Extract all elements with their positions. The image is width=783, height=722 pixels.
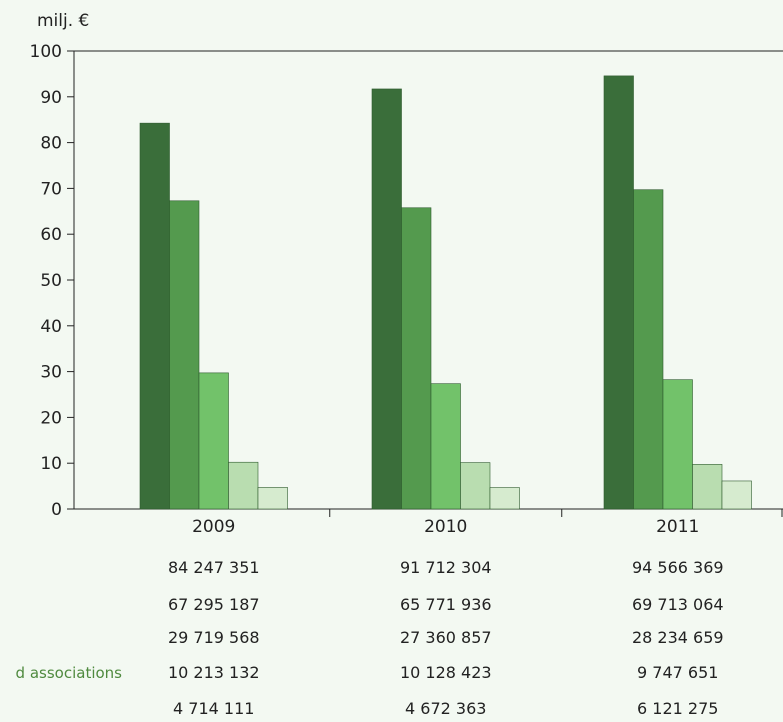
y-tick-label: 100 [30,42,62,62]
bar-2009-series-1 [139,122,170,510]
y-tick-label: 60 [40,225,62,245]
table-cell: 69 713 064 [632,595,724,614]
bar-2010-series-3 [430,383,461,510]
y-tick-label: 80 [40,134,62,154]
y-tick-label: 40 [40,317,62,337]
table-cell: 9 747 651 [637,663,718,682]
table-cell: 84 247 351 [168,558,260,577]
y-tick-label: 0 [51,500,62,520]
bar-2009-series-3 [198,372,229,510]
y-tick-label: 20 [40,408,62,428]
y-tick-label: 30 [40,363,62,383]
table-cell: 6 121 275 [637,699,718,718]
table-cell: 10 128 423 [400,663,492,682]
y-tick-label: 70 [40,179,62,199]
y-tick-label: 10 [40,454,62,474]
bar-2011-series-4 [692,464,723,510]
table-cell: 67 295 187 [168,595,260,614]
bar-2011-series-2 [633,189,664,510]
table-cell: 94 566 369 [632,558,724,577]
y-axis-ticks: 0 10 20 30 40 50 60 70 80 90 100 [30,42,74,520]
table-cell: 10 213 132 [168,663,260,682]
table-row-label: d associations [16,664,123,682]
y-axis-unit-label: milj. € [37,11,89,31]
bar-2009-series-5 [257,487,288,510]
bar-2010-series-1 [371,88,402,510]
bar-2010-series-5 [489,487,520,510]
data-table: 84 247 351 91 712 304 94 566 369 67 295 187… [16,558,724,718]
bar-2009-series-4 [228,461,259,510]
table-cell: 27 360 857 [400,628,492,647]
y-tick-label: 50 [40,271,62,291]
x-axis-labels: 2009 2010 2011 [192,509,783,537]
table-cell: 65 771 936 [400,595,492,614]
y-tick-label: 90 [40,88,62,108]
table-cell: 28 234 659 [632,628,724,647]
x-tick-label: 2009 [192,517,235,537]
plot-area [73,50,783,510]
x-tick-label: 2010 [424,517,467,537]
bar-2010-series-2 [401,207,432,510]
bar-2011-series-3 [662,379,693,510]
table-cell: 4 672 363 [405,699,486,718]
table-cell: 29 719 568 [168,628,260,647]
bar-2011-series-1 [603,75,634,510]
bar-2010-series-4 [460,462,491,510]
table-cell: 4 714 111 [173,699,254,718]
x-tick-label: 2011 [656,517,699,537]
table-cell: 91 712 304 [400,558,492,577]
bar-2009-series-2 [169,200,200,510]
bar-2011-series-5 [721,480,752,510]
